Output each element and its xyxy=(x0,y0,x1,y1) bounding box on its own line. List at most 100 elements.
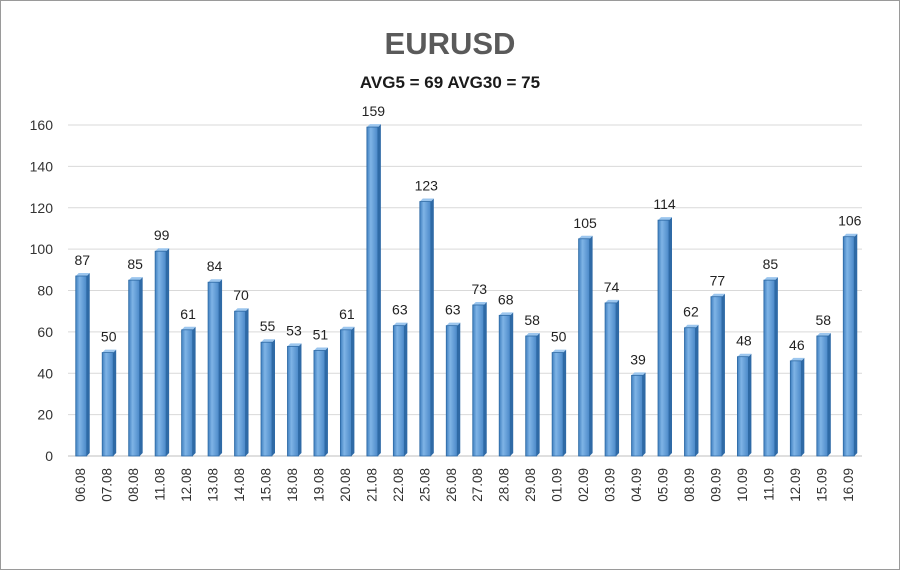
bar-side xyxy=(669,217,672,456)
y-tick-label: 80 xyxy=(37,283,53,299)
bar-top xyxy=(790,357,805,361)
bar-top xyxy=(525,333,540,337)
bar xyxy=(631,374,643,457)
bar-top xyxy=(75,273,90,277)
data-label: 61 xyxy=(339,306,355,322)
bar-side xyxy=(245,308,249,456)
bar-top xyxy=(102,349,117,353)
bar xyxy=(789,360,802,457)
data-label: 123 xyxy=(415,178,439,194)
data-label: 61 xyxy=(180,306,196,322)
bar-side xyxy=(827,333,831,456)
x-tick-label: 26.08 xyxy=(444,468,459,502)
x-tick-label: 29.08 xyxy=(523,468,538,502)
bar-top xyxy=(737,353,752,357)
bar xyxy=(551,352,564,457)
x-tick-label: 06.08 xyxy=(73,468,88,502)
bars xyxy=(75,124,858,457)
x-tick-label: 12.08 xyxy=(179,468,194,502)
x-tick-label: 11.08 xyxy=(153,468,168,501)
bar-top xyxy=(419,198,434,202)
bar-top xyxy=(393,322,408,326)
bar-top xyxy=(313,347,328,351)
bar xyxy=(763,279,776,457)
bar-top xyxy=(208,279,223,283)
x-tick-label: 09.09 xyxy=(708,468,723,502)
chart-title: EURUSD xyxy=(384,26,516,61)
x-tick-label: 11.09 xyxy=(761,468,776,501)
bar-side xyxy=(483,301,487,456)
bar-top xyxy=(605,299,620,303)
bar xyxy=(339,329,352,457)
x-tick-label: 08.09 xyxy=(682,468,697,502)
bar-side xyxy=(721,293,725,456)
bar xyxy=(525,335,538,457)
bar xyxy=(657,219,670,457)
bar-side xyxy=(139,277,143,456)
y-tick-label: 0 xyxy=(45,448,53,464)
data-label: 114 xyxy=(653,196,676,212)
data-label: 62 xyxy=(683,304,699,320)
bar-side xyxy=(589,235,593,456)
bar-top xyxy=(128,277,143,281)
bar xyxy=(445,325,458,457)
y-tick-label: 160 xyxy=(30,117,54,133)
bar-top xyxy=(658,217,672,221)
data-label: 84 xyxy=(207,258,223,274)
data-label: 85 xyxy=(127,256,143,272)
x-tick-label: 28.08 xyxy=(497,468,512,502)
bar-side xyxy=(457,322,461,456)
chart-subtitle: AVG5 = 69 AVG30 = 75 xyxy=(359,73,541,92)
bar-side xyxy=(748,353,752,456)
data-label: 51 xyxy=(313,326,329,342)
bar xyxy=(842,236,855,457)
bar-top xyxy=(843,233,858,237)
bar-side xyxy=(404,322,408,456)
bar-side xyxy=(86,273,90,456)
bar xyxy=(737,356,749,457)
bar-top xyxy=(710,293,725,297)
data-label: 63 xyxy=(445,302,461,318)
data-label: 73 xyxy=(471,281,487,297)
x-tick-label: 22.08 xyxy=(391,468,406,502)
bar-side xyxy=(536,333,540,456)
bar-top xyxy=(366,124,381,128)
x-tick-label: 21.08 xyxy=(364,468,379,502)
bar-side xyxy=(192,326,196,456)
data-label: 99 xyxy=(154,227,170,243)
bar xyxy=(816,335,829,457)
data-label: 63 xyxy=(392,302,408,318)
bar xyxy=(472,304,485,457)
x-tick-label: 05.09 xyxy=(656,468,671,502)
bar-side xyxy=(298,343,302,456)
bar-top xyxy=(234,308,249,312)
data-label: 68 xyxy=(498,291,514,307)
x-tick-label: 14.08 xyxy=(232,468,247,502)
y-tick-label: 60 xyxy=(37,324,53,340)
bar-top xyxy=(763,277,778,281)
y-tick-label: 100 xyxy=(30,241,54,257)
bar xyxy=(75,275,88,457)
x-tick-label: 15.08 xyxy=(259,468,274,502)
x-tick-label: 04.09 xyxy=(629,468,644,502)
bar xyxy=(207,281,220,457)
x-tick-label: 25.08 xyxy=(417,468,432,502)
bar-top xyxy=(684,324,699,328)
y-tick-label: 120 xyxy=(30,200,54,216)
bar xyxy=(392,325,405,457)
bar xyxy=(313,350,326,457)
bar xyxy=(498,314,511,457)
bar xyxy=(578,238,590,457)
bar-top xyxy=(181,326,196,330)
x-tick-label: 18.08 xyxy=(285,468,300,502)
x-tick-label: 03.09 xyxy=(603,468,618,502)
data-labels: 87 50 85 99 61 84 70 55 53 51 61 159 63 123 63 73 68 58 50… xyxy=(74,103,861,367)
bar-side xyxy=(113,349,117,456)
bar-side xyxy=(430,198,434,456)
y-tick-label: 20 xyxy=(37,407,53,423)
bar-side xyxy=(563,349,567,456)
bar-top xyxy=(287,343,302,347)
bar xyxy=(684,327,696,457)
